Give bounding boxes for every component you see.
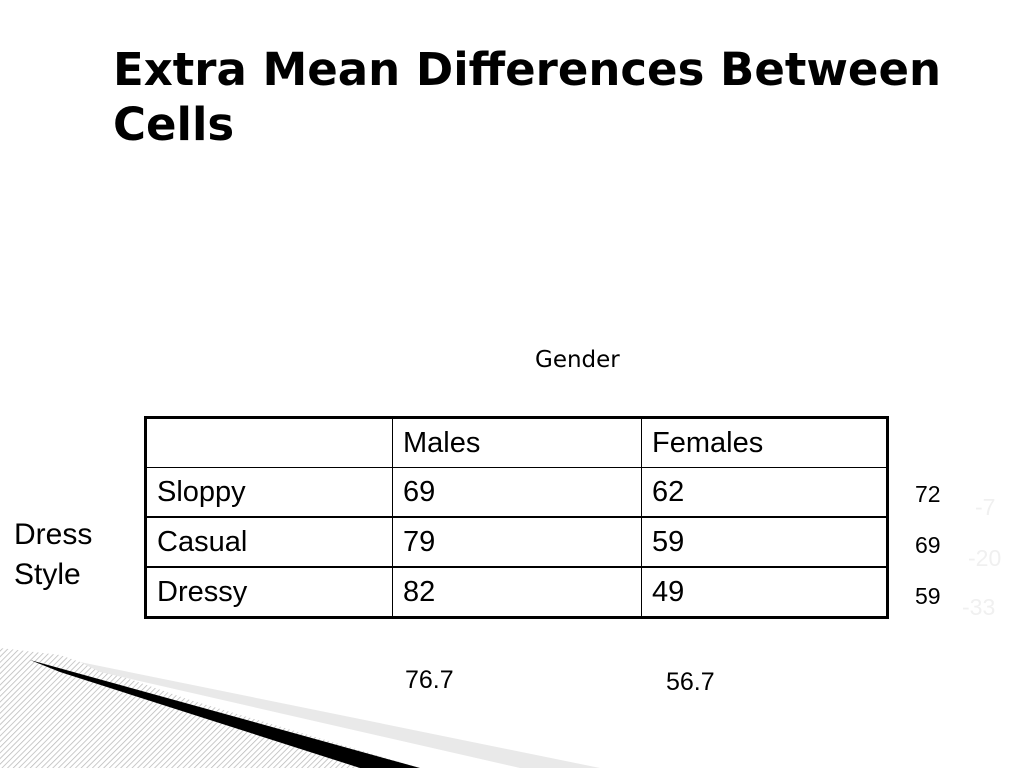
table-row: Sloppy 69 62	[145, 467, 888, 518]
means-table: Males Females Sloppy 69 62 Casual 79 59 …	[144, 416, 889, 619]
row-label: Sloppy	[145, 467, 393, 518]
table-cell: 49	[641, 566, 888, 618]
table-header-row: Males Females	[145, 417, 888, 468]
table-cell: 69	[392, 467, 642, 518]
table-row: Casual 79 59	[145, 516, 888, 568]
table-header-females: Females	[641, 417, 888, 468]
dress-style-label: Dress Style	[14, 518, 93, 591]
row-mean-casual: 69	[915, 532, 941, 558]
column-mean-females: 56.7	[666, 668, 715, 696]
table-cell: 82	[392, 566, 642, 618]
table-cell: 79	[392, 516, 642, 568]
column-mean-males: 76.7	[405, 666, 454, 694]
table-cell: 62	[641, 467, 888, 518]
gender-label: Gender	[535, 347, 620, 373]
row-difference-sloppy: -7	[975, 494, 996, 520]
table-cell: 59	[641, 516, 888, 568]
table-header-males: Males	[392, 417, 642, 468]
table-cell	[145, 417, 393, 468]
row-difference-casual: -20	[968, 545, 1002, 571]
table-row: Dressy 82 49	[145, 566, 888, 618]
row-difference-dressy: -33	[962, 594, 996, 620]
row-mean-sloppy: 72	[915, 481, 941, 507]
row-label: Dressy	[145, 566, 393, 618]
row-mean-dressy: 59	[915, 583, 941, 609]
row-label: Casual	[145, 516, 393, 568]
slide-title: Extra Mean Differences Between Cells	[113, 43, 941, 151]
